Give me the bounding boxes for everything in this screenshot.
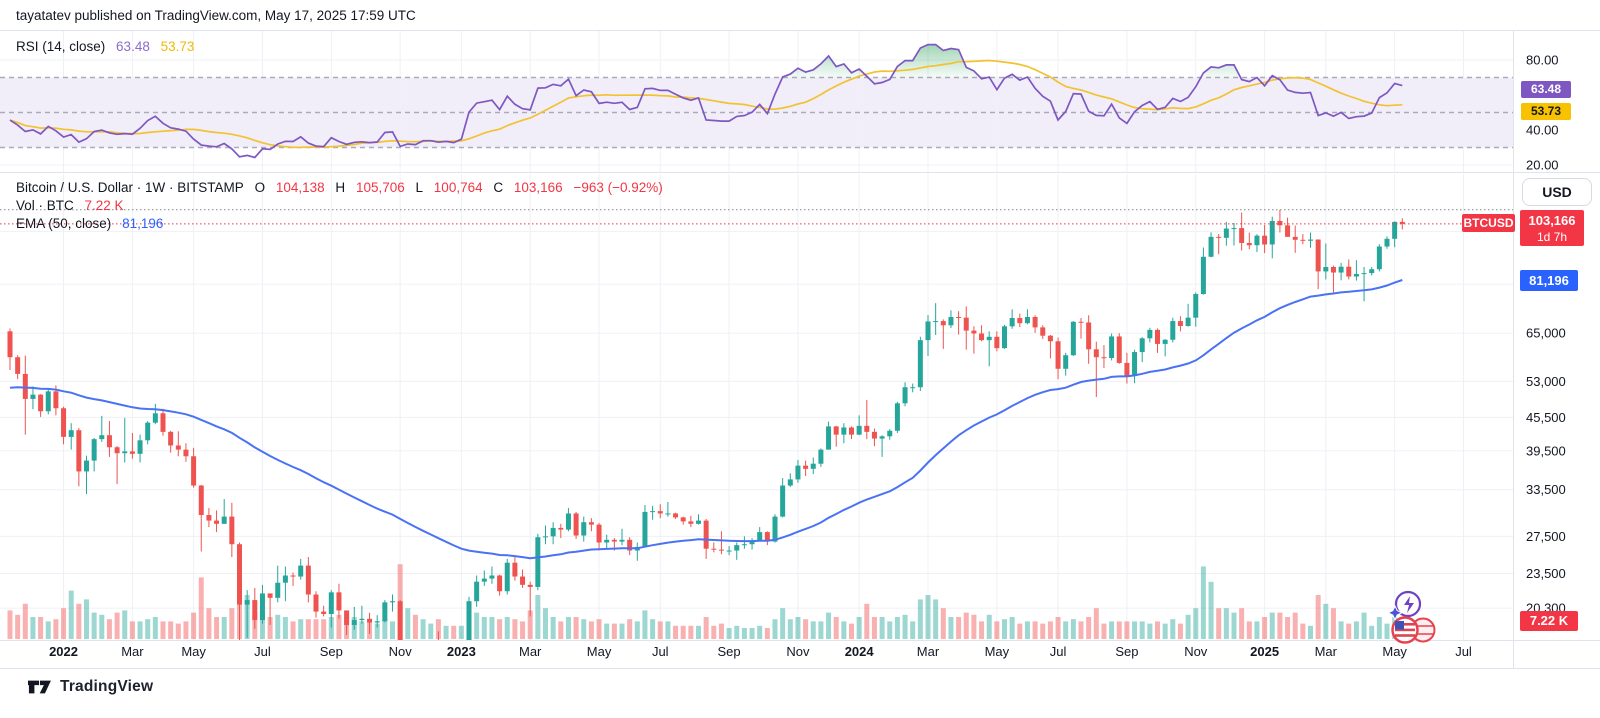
low-value: 100,764 [433,180,483,195]
publish-attribution: tayatatev published on TradingView.com, … [16,8,416,23]
change-value: −963 (−0.92%) [573,180,663,195]
svg-text:45,500: 45,500 [1526,410,1566,425]
rsi-series[interactable] [9,43,1403,159]
rsi-axis-badge: 63.48 [1521,81,1571,98]
volume-legend-title: Vol · BTC [16,198,74,213]
volume-series[interactable] [7,564,1405,639]
rsi-ma-value: 53.73 [160,39,195,54]
svg-text:Jul: Jul [652,644,669,659]
svg-text:May: May [1382,644,1407,659]
tradingview-brand[interactable]: TradingView [26,676,153,698]
svg-text:Jul: Jul [1455,644,1472,659]
svg-text:2024: 2024 [845,644,875,659]
svg-text:Mar: Mar [1315,644,1338,659]
svg-text:27,500: 27,500 [1526,529,1566,544]
svg-text:May: May [985,644,1010,659]
svg-text:Mar: Mar [519,644,542,659]
svg-text:2023: 2023 [447,644,476,659]
svg-text:Nov: Nov [389,644,413,659]
rsi-levels [0,76,1513,149]
low-label: L [415,180,424,195]
pane-separators [0,30,1600,669]
svg-text:Jul: Jul [1050,644,1067,659]
svg-text:Mar: Mar [917,644,940,659]
bar-countdown: 1d 7h [1536,230,1568,244]
tradingview-logo-icon [28,680,51,694]
high-value: 105,706 [355,180,405,195]
svg-text:Nov: Nov [1184,644,1208,659]
ema-legend[interactable]: EMA (50, close) 81,196 [16,216,170,231]
svg-text:May: May [181,644,206,659]
last-price-badge: 103,166 1d 7h [1520,210,1584,246]
svg-text:33,500: 33,500 [1526,482,1566,497]
svg-text:Sep: Sep [320,644,343,659]
svg-text:80.00: 80.00 [1526,53,1559,68]
volume-value: 7.22 K [84,198,124,213]
rsi-legend-title: RSI (14, close) [16,39,106,54]
svg-text:Nov: Nov [786,644,810,659]
tradingview-brand-text: TradingView [60,678,154,695]
ema-axis-badge: 81,196 [1520,270,1578,291]
rsi-ma-axis-badge: 53.73 [1521,103,1571,120]
svg-text:May: May [587,644,612,659]
svg-text:Mar: Mar [121,644,144,659]
svg-text:39,500: 39,500 [1526,443,1566,458]
symbol-price-label-badge: BTCUSD [1462,214,1515,232]
volume-legend[interactable]: Vol · BTC 7.22 K [16,198,131,213]
volume-axis-badge: 7.22 K [1520,611,1578,631]
ema-legend-title: EMA (50, close) [16,216,112,231]
rsi-value: 63.48 [116,39,150,54]
svg-text:23,500: 23,500 [1526,566,1566,581]
last-price-value: 103,166 [1528,213,1576,228]
gridlines [0,31,1513,640]
rsi-axis-labels[interactable]: 80.00 40.00 20.00 [1526,53,1559,173]
svg-text:65,000: 65,000 [1526,326,1566,341]
rsi-overbought-fill [782,44,1276,78]
candlestick-series[interactable] [7,209,1405,672]
close-value: 103,166 [513,180,563,195]
svg-text:20.00: 20.00 [1526,158,1559,173]
currency-toggle-button[interactable]: USD [1522,178,1592,206]
svg-text:53,000: 53,000 [1526,374,1566,389]
symbol-title: Bitcoin / U.S. Dollar · 1W · BITSTAMP [16,180,244,195]
open-value: 104,138 [275,180,325,195]
close-label: C [493,180,504,195]
svg-text:Sep: Sep [718,644,741,659]
rsi-legend[interactable]: RSI (14, close) 63.48 53.73 [16,39,201,54]
open-label: O [254,180,266,195]
rsi-ma-line [9,59,1403,149]
symbol-legend[interactable]: Bitcoin / U.S. Dollar · 1W · BITSTAMP O … [16,180,670,195]
svg-text:Jul: Jul [254,644,271,659]
high-label: H [335,180,346,195]
svg-text:40.00: 40.00 [1526,123,1559,138]
svg-text:2025: 2025 [1250,644,1279,659]
ema-value: 81,196 [122,216,164,231]
svg-text:2022: 2022 [49,644,78,659]
time-axis-labels[interactable]: 2022 Mar May Jul Sep Nov 2023 Mar May Jul Sep Nov 20… [49,644,1472,659]
rsi-line [9,43,1403,159]
svg-text:Sep: Sep [1115,644,1138,659]
ema-line[interactable] [9,279,1403,560]
